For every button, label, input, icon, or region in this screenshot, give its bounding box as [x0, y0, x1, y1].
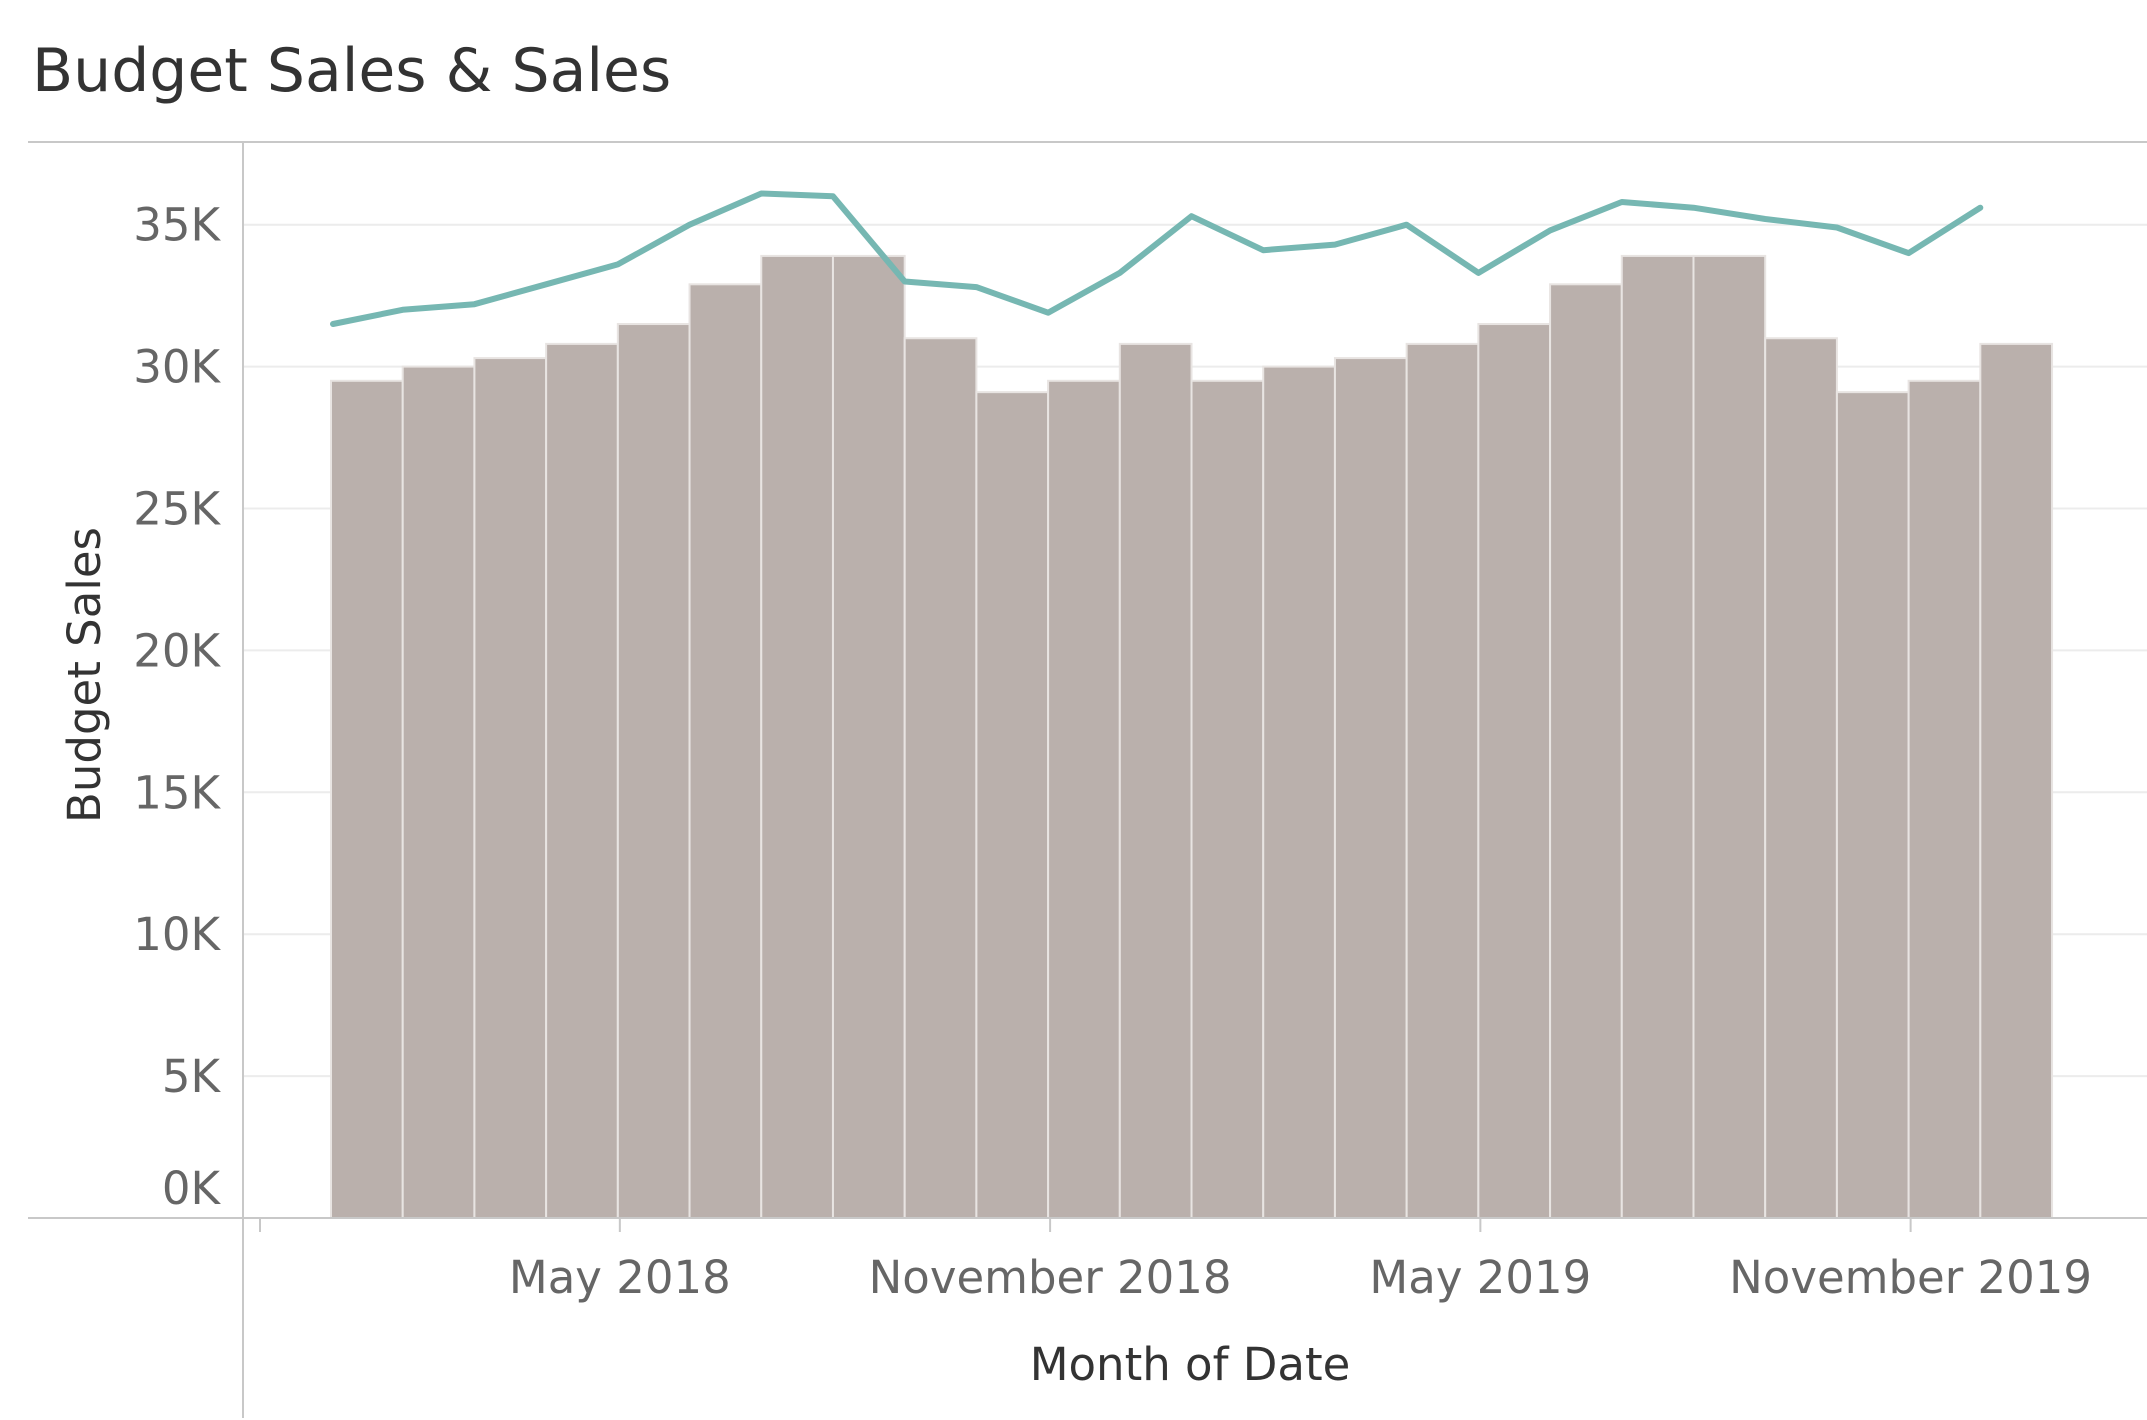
bar [330, 379, 404, 1220]
x-tick-label: May 2018 [509, 1251, 731, 1304]
y-tick-label: 10K [133, 908, 221, 961]
x-tick-labels: May 2018 November 2018 May 2019 November 20… [259, 1218, 2092, 1304]
y-tick-label: 0K [162, 1162, 222, 1215]
bar [1835, 391, 1910, 1219]
bar [903, 337, 978, 1220]
axes [28, 141, 2147, 1418]
y-tick-label: 15K [133, 766, 221, 819]
bar [1477, 323, 1552, 1219]
x-axis-title: Month of Date [1030, 1338, 1351, 1391]
bar [1764, 337, 1838, 1220]
bar [473, 357, 548, 1219]
bar [1262, 365, 1336, 1220]
x-tick-label: May 2019 [1369, 1251, 1591, 1304]
bar [1692, 254, 1767, 1219]
bar [545, 342, 619, 1219]
bar [1190, 379, 1265, 1220]
bar [401, 365, 476, 1220]
y-tick-label: 5K [162, 1050, 222, 1103]
bar [616, 323, 691, 1219]
bar [831, 254, 906, 1219]
y-tick-label: 30K [133, 341, 221, 394]
bar [1118, 342, 1193, 1219]
line-series [330, 190, 1984, 327]
bar [1047, 379, 1121, 1220]
chart-title: Budget Sales & Sales [32, 36, 672, 106]
x-tick-label: November 2018 [869, 1251, 1232, 1304]
x-tick-label: November 2019 [1729, 1251, 2092, 1304]
y-tick-labels: 0K 5K 10K 15K 20K 25K 30K 35K [133, 199, 221, 1215]
y-axis-title: Budget Sales [58, 527, 111, 823]
bar [688, 283, 763, 1220]
y-tick-label: 20K [133, 624, 221, 677]
bar [1549, 283, 1623, 1220]
bar [1979, 342, 2054, 1219]
bar [975, 391, 1050, 1219]
bar [1620, 254, 1695, 1219]
y-tick-label: 25K [133, 483, 221, 536]
bar [1333, 357, 1408, 1219]
bar [760, 254, 834, 1219]
bar [1907, 379, 1982, 1220]
y-tick-label: 35K [133, 199, 221, 252]
bar-series [330, 254, 2054, 1220]
sales-line [330, 190, 1984, 327]
bar [1405, 342, 1480, 1219]
